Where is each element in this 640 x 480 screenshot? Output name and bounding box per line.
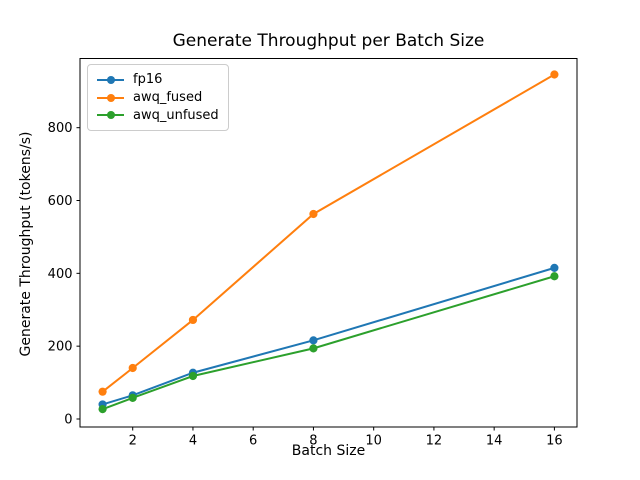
y-axis-label: Generate Throughput (tokens/s): [18, 131, 34, 357]
legend-dot-icon: [106, 111, 115, 120]
x-tick-label: 4: [189, 434, 197, 449]
legend-label: awq_fused: [133, 90, 203, 105]
series-marker-fp16: [550, 263, 559, 272]
series-marker-awq_unfused: [550, 272, 559, 281]
y-tick-label: 800: [48, 121, 73, 136]
legend-item-awq_fused: awq_fused: [97, 89, 219, 107]
series-marker-awq_unfused: [128, 393, 137, 402]
x-tick-label: 8: [309, 434, 317, 449]
legend-item-fp16: fp16: [97, 71, 219, 89]
series-marker-awq_unfused: [188, 371, 198, 381]
legend-label: fp16: [133, 72, 163, 88]
x-tick-label: 14: [486, 434, 503, 449]
legend-item-awq_unfused: awq_unfused: [97, 106, 219, 124]
y-tick-label: 0: [64, 412, 72, 427]
legend: fp16 awq_fused awq_unfused: [87, 64, 229, 131]
series-marker-awq_unfused: [98, 405, 107, 414]
y-tick-label: 200: [48, 340, 73, 355]
y-tick-label: 600: [48, 194, 73, 209]
x-tick-label: 2: [129, 434, 137, 449]
legend-marker-awq_unfused: [97, 111, 124, 120]
series-marker-awq_fused: [128, 363, 137, 373]
y-tick-label: 400: [48, 267, 73, 282]
series-line-awq_unfused: [102, 275, 555, 411]
x-tick-label: 10: [365, 434, 382, 449]
series-marker-awq_unfused: [309, 344, 318, 353]
series-marker-awq_fused: [98, 387, 107, 396]
x-axis-label: Batch Size: [291, 443, 366, 459]
chart-title: Generate Throughput per Batch Size: [172, 31, 485, 51]
x-tick-label: 6: [249, 434, 257, 449]
axes-spines: [79, 58, 578, 428]
series-marker-awq_fused: [309, 209, 318, 219]
legend-dot-icon: [106, 93, 115, 102]
legend-marker-awq_fused: [97, 93, 124, 102]
x-tick-label: 12: [426, 434, 443, 449]
series-marker-awq_fused: [550, 70, 559, 79]
legend-dot-icon: [106, 75, 115, 84]
legend-marker-fp16: [97, 75, 124, 84]
x-tick-label: 16: [546, 434, 563, 449]
legend-label: awq_unfused: [133, 107, 219, 123]
series-marker-fp16: [309, 336, 318, 345]
series-marker-awq_fused: [188, 315, 198, 325]
